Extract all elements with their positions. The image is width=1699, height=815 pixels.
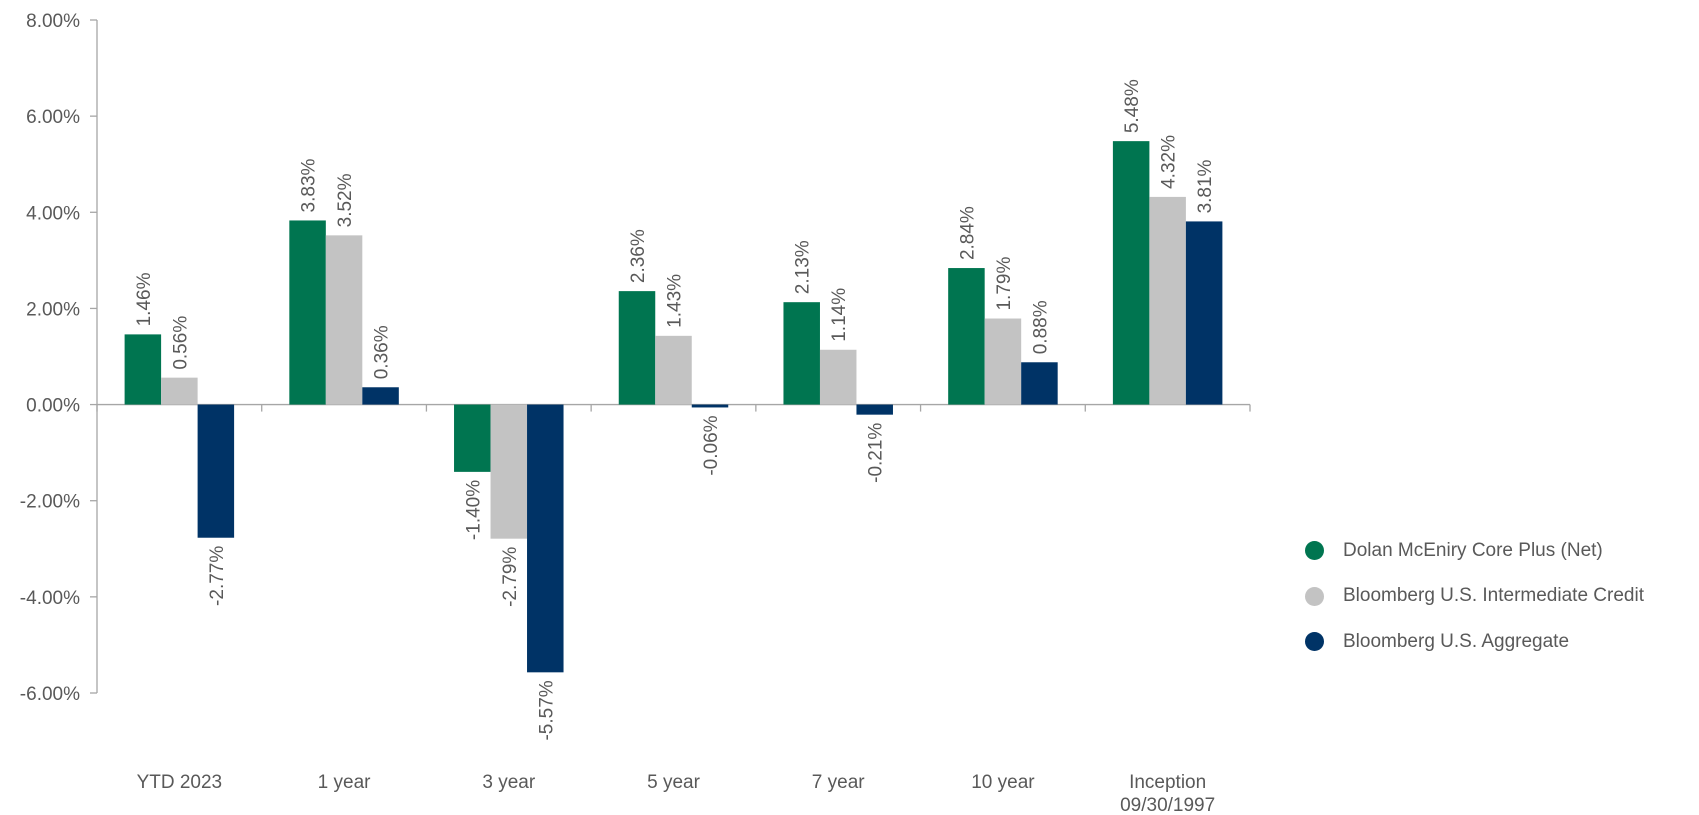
category-label-line: 5 year <box>647 772 700 793</box>
y-tick-label: -6.00% <box>20 684 80 705</box>
category-label-line: 09/30/1997 <box>1120 795 1215 815</box>
data-label: 2.84% <box>957 206 978 260</box>
data-label: 3.81% <box>1195 159 1216 213</box>
category-label-line: 1 year <box>318 772 371 793</box>
category-label: YTD 2023 <box>137 772 223 793</box>
data-label: 2.13% <box>793 240 814 294</box>
category-label-line: 3 year <box>482 772 535 793</box>
bar <box>1149 196 1186 405</box>
data-label: -1.40% <box>463 480 484 540</box>
legend-label: Bloomberg U.S. Aggregate <box>1343 630 1570 652</box>
y-tick-label: 0.00% <box>26 396 80 417</box>
category-label-line: Inception <box>1129 772 1206 793</box>
bar <box>197 404 235 538</box>
bar <box>819 349 857 405</box>
data-label: -2.77% <box>207 546 228 606</box>
legend-item: Bloomberg U.S. Aggregate <box>1305 619 1644 665</box>
bar <box>454 404 491 472</box>
x-axis: YTD 2023 1 year 3 year 5 year 7 year 10 year I… <box>96 403 1251 815</box>
category-label: 3 year <box>482 772 535 793</box>
bar <box>490 404 528 539</box>
category-label: Inception 09/30/1997 <box>1120 772 1215 815</box>
bar <box>783 302 820 405</box>
category-label: 1 year <box>318 772 371 793</box>
data-label: 0.88% <box>1030 300 1051 354</box>
bar <box>325 235 363 405</box>
category-label: 5 year <box>647 772 700 793</box>
legend-item: Dolan McEniry Core Plus (Net) <box>1305 528 1644 574</box>
category-label-line: YTD 2023 <box>137 772 223 793</box>
y-axis: 8.00% 6.00% 4.00% 2.00% 0.00% -2.00% -4.00% -6.… <box>20 11 98 705</box>
y-tick-label: -2.00% <box>20 492 80 513</box>
data-label: 2.36% <box>628 229 649 283</box>
data-label: 1.46% <box>134 272 155 326</box>
data-label: 0.56% <box>170 316 191 370</box>
data-label: -0.06% <box>701 415 722 475</box>
bar <box>691 404 729 408</box>
legend-label: Bloomberg U.S. Intermediate Credit <box>1343 585 1644 607</box>
data-label: 1.79% <box>994 257 1015 311</box>
data-label: 5.48% <box>1122 79 1143 133</box>
data-label: -5.57% <box>536 680 557 740</box>
bar <box>289 220 326 405</box>
bar <box>856 404 893 415</box>
legend-label: Dolan McEniry Core Plus (Net) <box>1343 539 1603 561</box>
data-label: 3.83% <box>299 158 320 212</box>
bar <box>1021 362 1058 405</box>
bar <box>362 387 399 405</box>
data-label: 0.36% <box>372 325 393 379</box>
bar <box>984 318 1022 405</box>
y-tick-label: 6.00% <box>26 107 80 128</box>
data-label: 4.32% <box>1159 135 1180 189</box>
data-label: 1.43% <box>665 274 686 328</box>
y-tick-label: 4.00% <box>26 203 80 224</box>
y-tick-label: 8.00% <box>26 11 80 32</box>
bar <box>1112 141 1150 405</box>
bar <box>948 268 985 405</box>
legend: Dolan McEniry Core Plus (Net) Bloomberg U… <box>1305 528 1644 665</box>
bar <box>527 404 564 673</box>
bar <box>124 334 162 405</box>
legend-marker <box>1305 632 1324 652</box>
y-tick-label: -4.00% <box>20 588 80 609</box>
legend-item: Bloomberg U.S. Intermediate Credit <box>1305 574 1644 620</box>
y-tick-label: 2.00% <box>26 299 80 320</box>
bar <box>161 377 198 405</box>
legend-marker <box>1305 586 1324 606</box>
category-label-line: 7 year <box>812 772 865 793</box>
data-label: 3.52% <box>335 173 356 227</box>
data-label: -0.21% <box>866 423 887 483</box>
legend-marker <box>1305 541 1324 561</box>
bar <box>1185 221 1223 405</box>
data-label: 1.14% <box>829 288 850 342</box>
category-label-line: 10 year <box>971 772 1035 793</box>
bars <box>124 141 1223 673</box>
data-label: -2.79% <box>500 547 521 607</box>
data-labels: 1.46% 3.83% -1.40% 2.36% 2.13% 2.84% 5.48% 0.56… <box>134 79 1216 740</box>
category-label: 10 year <box>971 772 1035 793</box>
category-label: 7 year <box>812 772 865 793</box>
bar <box>618 291 656 405</box>
bar <box>655 335 692 405</box>
